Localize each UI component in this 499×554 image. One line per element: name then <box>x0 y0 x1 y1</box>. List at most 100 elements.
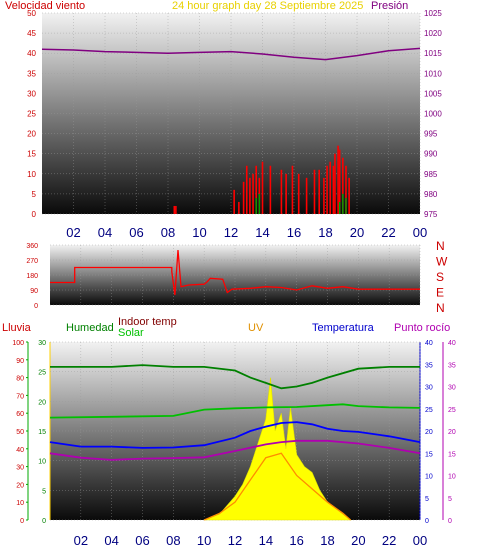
top-x-tick: 16 <box>287 225 301 240</box>
top-left-tick: 15 <box>27 150 36 159</box>
dew-tick: 40 <box>448 340 456 347</box>
top-x-tick: 22 <box>381 225 395 240</box>
bot-x-tick: 12 <box>228 533 242 548</box>
mid-left-tick: 270 <box>26 258 38 265</box>
top-right-tick: 995 <box>424 130 438 139</box>
top-left-tick: 10 <box>27 170 36 179</box>
mid-direction-label: N <box>436 239 445 253</box>
top-right-tick: 1010 <box>424 69 442 78</box>
humidity-line <box>50 364 420 390</box>
direction-line <box>50 249 420 296</box>
solar-tick: 5 <box>42 488 46 495</box>
top-left-tick: 40 <box>27 49 36 58</box>
legend-lluvia: Lluvia <box>2 322 32 334</box>
top-right-tick: 975 <box>424 210 438 219</box>
bot-x-tick: 06 <box>135 533 149 548</box>
rain-tick: 40 <box>16 447 24 454</box>
top-left-tick: 25 <box>27 110 36 119</box>
dew-tick: 20 <box>448 429 456 436</box>
temperature-line <box>49 421 421 449</box>
top-left-tick: 50 <box>27 9 36 18</box>
bot-x-tick: 22 <box>382 533 396 548</box>
rain-tick: 30 <box>16 465 24 472</box>
bot-x-tick: 16 <box>289 533 303 548</box>
dew-tick: 30 <box>448 385 456 392</box>
top-left-tick: 0 <box>32 210 37 219</box>
bottom-plot-area <box>50 342 420 520</box>
legend-rocio: Punto rocío <box>394 322 450 334</box>
pressure-line <box>41 47 421 61</box>
temp-tick: 5 <box>425 496 429 503</box>
bot-x-tick: 14 <box>259 533 273 548</box>
top-right-tick: 1020 <box>424 29 442 38</box>
mid-direction-label: N <box>436 301 445 315</box>
mid-direction-label: E <box>436 286 444 300</box>
mid-direction-label: W <box>436 255 448 269</box>
top-x-tick: 04 <box>98 225 112 240</box>
rain-tick: 20 <box>16 482 24 489</box>
bot-x-tick: 04 <box>104 533 118 548</box>
mid-left-tick: 360 <box>26 243 38 250</box>
bot-x-tick: 02 <box>74 533 88 548</box>
dew-tick: 0 <box>448 518 452 525</box>
top-x-tick: 12 <box>224 225 238 240</box>
solar-tick: 30 <box>38 340 46 347</box>
top-left-tick: 45 <box>27 29 36 38</box>
top-right-tick: 1015 <box>424 49 442 58</box>
solar-tick: 25 <box>38 370 46 377</box>
temp-tick: 40 <box>425 340 433 347</box>
top-x-tick: 06 <box>129 225 143 240</box>
bot-x-tick: 08 <box>166 533 180 548</box>
bot-x-tick: 10 <box>197 533 211 548</box>
rain-tick: 50 <box>16 429 24 436</box>
dewpoint-line <box>49 439 421 461</box>
legend-uv: UV <box>248 322 264 334</box>
temp-tick: 30 <box>425 385 433 392</box>
mid-left-tick: 0 <box>34 303 38 310</box>
dew-tick: 5 <box>448 496 452 503</box>
rain-tick: 0 <box>20 518 24 525</box>
mid-direction-label: S <box>436 270 444 284</box>
top-left-label: Velocidad viento <box>5 0 85 12</box>
legend-solar: Solar <box>118 327 144 339</box>
rain-tick: 60 <box>16 411 24 418</box>
temp-tick: 15 <box>425 451 433 458</box>
top-x-tick: 02 <box>66 225 80 240</box>
top-left-tick: 5 <box>32 190 37 199</box>
top-title: 24 hour graph day 28 Septiembre 2025 <box>172 0 363 12</box>
legend-indoor: Indoor temp <box>118 316 177 328</box>
top-x-tick: 14 <box>255 225 269 240</box>
rain-tick: 90 <box>16 358 24 365</box>
legend-humedad: Humedad <box>66 322 114 334</box>
temp-tick: 10 <box>425 474 433 481</box>
rain-tick: 100 <box>12 340 24 347</box>
top-x-tick: 00 <box>413 225 427 240</box>
indoor-temp-line <box>49 403 421 419</box>
temp-tick: 0 <box>425 518 429 525</box>
temp-tick: 20 <box>425 429 433 436</box>
legend-temperatura: Temperatura <box>312 322 375 334</box>
top-right-tick: 990 <box>424 150 438 159</box>
bot-x-tick: 20 <box>351 533 365 548</box>
rain-tick: 70 <box>16 393 24 400</box>
solar-tick: 20 <box>38 399 46 406</box>
bot-x-tick: 18 <box>320 533 334 548</box>
rain-tick: 80 <box>16 376 24 383</box>
top-x-tick: 10 <box>192 225 206 240</box>
solar-tick: 15 <box>38 429 46 436</box>
solar-tick: 10 <box>38 459 46 466</box>
top-right-label: Presión <box>371 0 408 12</box>
top-right-tick: 1000 <box>424 110 442 119</box>
dew-tick: 10 <box>448 474 456 481</box>
top-x-tick: 20 <box>350 225 364 240</box>
top-right-tick: 1005 <box>424 89 442 98</box>
mid-left-tick: 90 <box>30 288 38 295</box>
bot-x-tick: 00 <box>413 533 427 548</box>
top-x-tick: 08 <box>161 225 175 240</box>
top-left-tick: 20 <box>27 130 36 139</box>
top-left-tick: 30 <box>27 89 36 98</box>
dew-tick: 25 <box>448 407 456 414</box>
temp-tick: 35 <box>425 362 433 369</box>
uv-line <box>203 452 352 521</box>
